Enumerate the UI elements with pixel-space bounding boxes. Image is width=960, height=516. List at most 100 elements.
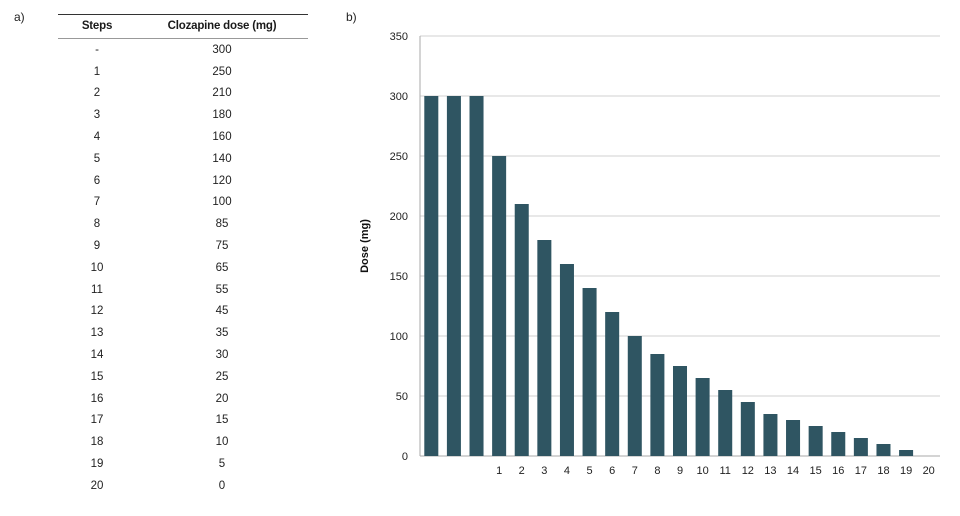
cell-step: 6 <box>93 174 101 187</box>
bar <box>899 450 914 456</box>
cell-step: 15 <box>90 370 104 383</box>
cell-dose: 55 <box>215 283 229 296</box>
y-tick-label: 300 <box>390 91 408 103</box>
y-tick-label: 100 <box>390 331 408 343</box>
bar <box>718 390 733 456</box>
cell-step: 20 <box>90 479 104 492</box>
x-tick-label: 10 <box>696 465 708 477</box>
table-row: 19 5 <box>58 453 308 475</box>
cell-dose: 20 <box>215 392 229 405</box>
cell-dose: 180 <box>212 109 232 122</box>
x-tick-label: 14 <box>787 465 799 477</box>
cell-dose: 45 <box>215 305 229 318</box>
bar <box>876 444 891 456</box>
table-row: 3 180 <box>58 104 308 126</box>
x-tick-label: 13 <box>764 465 776 477</box>
table-row: 2 210 <box>58 83 308 105</box>
table-body: -300 1 250 2 210 3 180 4 160 5 140 6 120 7 100 8 85 9 75 10… <box>58 39 308 497</box>
table-row: 12 45 <box>58 301 308 323</box>
table-row: 14 30 <box>58 344 308 366</box>
bar <box>740 402 755 456</box>
cell-step: 18 <box>90 436 104 449</box>
bar <box>695 378 710 456</box>
table-row: 9 75 <box>58 235 308 257</box>
x-tick-label: 18 <box>877 465 889 477</box>
table-header-row: Steps Clozapine dose (mg) <box>58 14 308 39</box>
bar <box>831 432 846 456</box>
x-tick-label: 15 <box>810 465 822 477</box>
x-tick-label: 17 <box>855 465 867 477</box>
cell-dose: 210 <box>212 87 232 100</box>
cell-dose: 35 <box>215 327 229 340</box>
x-tick-label: 16 <box>832 465 844 477</box>
cell-dose: 120 <box>212 174 232 187</box>
bar <box>424 96 439 456</box>
cell-step: 19 <box>90 458 104 471</box>
cell-step: 7 <box>93 196 101 209</box>
table-row: 17 15 <box>58 410 308 432</box>
table-row: 7 100 <box>58 192 308 214</box>
cell-step: 5 <box>93 152 101 165</box>
x-tick-label: 7 <box>632 465 638 477</box>
bar <box>582 288 597 456</box>
x-tick-label: 20 <box>923 465 935 477</box>
x-tick-label: 9 <box>677 465 683 477</box>
cell-dose: 140 <box>212 152 232 165</box>
bar <box>469 96 484 456</box>
cell-step: 1 <box>93 65 101 78</box>
cell-step: 16 <box>90 392 104 405</box>
bar <box>650 354 665 456</box>
cell-step: 9 <box>93 240 101 253</box>
cell-dose: 85 <box>215 218 229 231</box>
x-tick-label: 12 <box>742 465 754 477</box>
cell-step: 10 <box>90 261 104 274</box>
cell-step: 8 <box>93 218 101 231</box>
table-row: 18 10 <box>58 431 308 453</box>
table-row: 1 250 <box>58 61 308 83</box>
x-tick-label: 2 <box>519 465 525 477</box>
y-tick-label: 250 <box>390 151 408 163</box>
cell-step: 13 <box>90 327 104 340</box>
x-tick-label: 6 <box>609 465 615 477</box>
table-row: 6 120 <box>58 170 308 192</box>
table-row: 8 85 <box>58 213 308 235</box>
table-row: 20 0 <box>58 475 308 497</box>
cell-step: 3 <box>93 109 101 122</box>
y-tick-label: 0 <box>402 451 408 463</box>
cell-step: 2 <box>93 87 101 100</box>
table-row: 15 25 <box>58 366 308 388</box>
cell-dose: 75 <box>215 240 229 253</box>
cell-step: 11 <box>91 283 103 296</box>
bar <box>808 426 823 456</box>
cell-dose: 25 <box>215 370 229 383</box>
bar <box>763 414 778 456</box>
bar <box>853 438 868 456</box>
y-axis-title: Dose (mg) <box>359 219 371 273</box>
panel-label-b: b) <box>346 10 357 24</box>
cell-step: 14 <box>90 349 104 362</box>
bar <box>559 264 574 456</box>
header-dose: Clozapine dose (mg) <box>136 14 308 39</box>
y-tick-label: 200 <box>390 211 408 223</box>
bar <box>672 366 688 456</box>
y-tick-label: 150 <box>390 271 408 283</box>
x-tick-label: 1 <box>496 465 502 477</box>
x-tick-label: 3 <box>541 465 547 477</box>
cell-dose: 65 <box>215 261 229 274</box>
cell-dose: 30 <box>215 349 229 362</box>
cell-dose: 300 <box>212 43 232 56</box>
bar <box>786 420 801 456</box>
table-row: 16 20 <box>58 388 308 410</box>
dose-table: Steps Clozapine dose (mg) -300 1 250 2 210 3 1… <box>58 14 308 497</box>
bar <box>537 240 552 456</box>
x-tick-label: 8 <box>654 465 660 477</box>
bar <box>627 336 642 456</box>
x-tick-label: 5 <box>587 465 593 477</box>
cell-dose: 0 <box>218 479 226 492</box>
x-tick-label: 19 <box>900 465 912 477</box>
table-row: 4 160 <box>58 126 308 148</box>
cell-dose: 250 <box>212 65 232 78</box>
table-row: 5 140 <box>58 148 308 170</box>
cell-step: - <box>95 43 99 56</box>
